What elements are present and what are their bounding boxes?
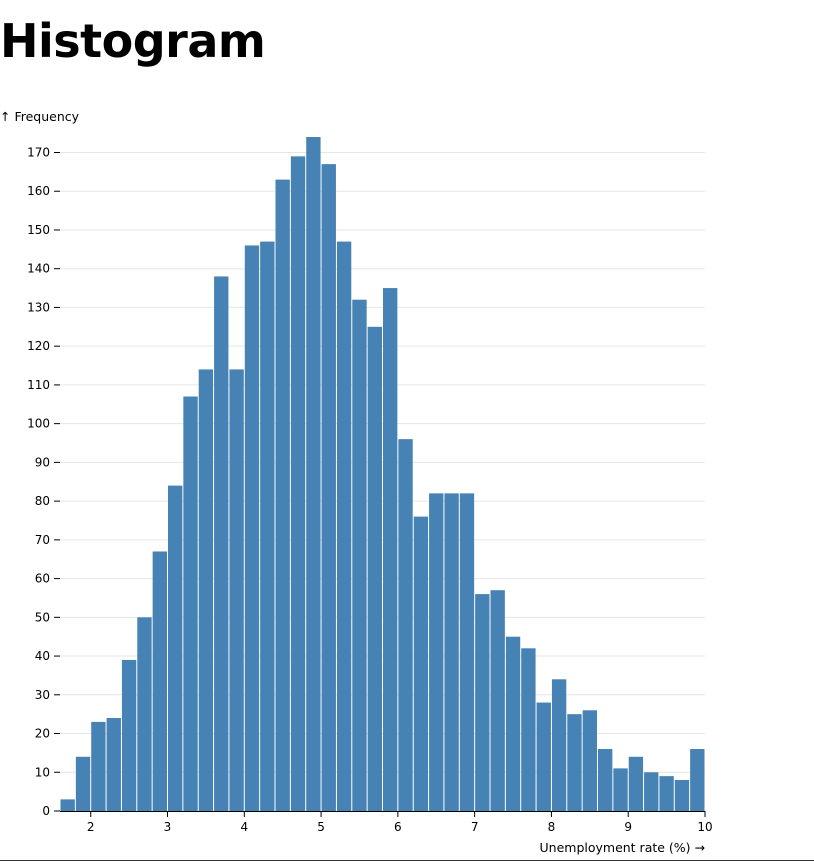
y-tick-label: 20 xyxy=(35,727,50,741)
histogram-bar xyxy=(106,718,121,811)
x-axis-label: Unemployment rate (%) → xyxy=(540,840,706,855)
histogram-bar xyxy=(475,594,490,811)
histogram-bar xyxy=(644,772,659,811)
histogram-bar xyxy=(75,756,91,811)
histogram-bar xyxy=(383,288,398,811)
histogram-bar xyxy=(505,636,521,811)
histogram-bar xyxy=(536,702,551,811)
histogram-bar xyxy=(352,299,367,811)
histogram-bar xyxy=(168,485,183,811)
histogram-bar xyxy=(551,679,567,811)
histogram-bar xyxy=(690,749,705,811)
histogram-bar xyxy=(91,721,106,811)
x-tick-label: 9 xyxy=(624,820,632,834)
histogram-bar xyxy=(229,369,244,811)
y-tick-label: 70 xyxy=(35,533,50,547)
y-tick-label: 160 xyxy=(27,184,50,198)
histogram-bar xyxy=(613,768,628,811)
x-tick-label: 5 xyxy=(317,820,325,834)
y-tick-label: 10 xyxy=(35,765,50,779)
y-tick-label: 100 xyxy=(27,417,50,431)
histogram-bar xyxy=(244,245,260,811)
page-title: Histogram xyxy=(0,14,266,68)
y-tick-label: 170 xyxy=(27,145,50,159)
histogram-bar xyxy=(336,241,352,812)
x-tick-label: 2 xyxy=(87,820,95,834)
histogram-bar xyxy=(598,749,613,811)
histogram-bar xyxy=(659,776,674,811)
histogram-bar xyxy=(490,590,505,811)
histogram-bar xyxy=(306,137,321,811)
y-tick-label: 0 xyxy=(42,804,50,818)
histogram-bar xyxy=(260,241,275,812)
x-tick-label: 7 xyxy=(471,820,479,834)
histogram-bar xyxy=(121,659,137,811)
y-tick-label: 130 xyxy=(27,300,50,314)
x-tick-label: 10 xyxy=(697,820,712,834)
grid-lines xyxy=(60,151,705,773)
x-tick-label: 4 xyxy=(240,820,248,834)
histogram-bar xyxy=(398,439,413,811)
histogram-bar xyxy=(290,156,306,812)
histogram-bar xyxy=(674,780,690,811)
y-tick-label: 90 xyxy=(35,455,50,469)
histogram-bar xyxy=(582,710,597,811)
y-tick-label: 50 xyxy=(35,610,50,624)
y-tick-label: 110 xyxy=(27,378,50,392)
histogram-bar xyxy=(214,276,229,812)
histogram-bar xyxy=(198,369,214,811)
y-axis: 0 10 20 30 40 50 60 70 80 90 100 110 120 130 140 150 160… xyxy=(27,145,60,818)
histogram-bar xyxy=(137,617,152,811)
y-tick-label: 120 xyxy=(27,339,50,353)
histogram-bar xyxy=(60,799,75,811)
histogram-bar xyxy=(521,648,536,811)
histogram-bar xyxy=(183,396,198,811)
histogram-bar xyxy=(429,493,444,811)
histogram-bar xyxy=(413,516,429,811)
y-tick-label: 40 xyxy=(35,649,50,663)
x-tick-label: 3 xyxy=(164,820,172,834)
x-tick-label: 8 xyxy=(548,820,556,834)
histogram-bar xyxy=(275,179,290,811)
histogram-bar xyxy=(152,551,167,811)
histogram-bar xyxy=(321,164,336,812)
histogram-bar xyxy=(367,326,382,811)
bottom-divider xyxy=(0,860,814,861)
y-tick-label: 80 xyxy=(35,494,50,508)
x-tick-label: 6 xyxy=(394,820,402,834)
histogram-bar xyxy=(444,493,459,811)
histogram-bar xyxy=(459,493,475,811)
y-tick-label: 30 xyxy=(35,688,50,702)
y-tick-label: 140 xyxy=(27,262,50,276)
histogram-bar xyxy=(567,714,582,811)
histogram-bars xyxy=(60,137,705,812)
y-tick-label: 60 xyxy=(35,572,50,586)
y-axis-label: ↑ Frequency xyxy=(0,109,80,124)
histogram-bar xyxy=(628,756,644,811)
y-tick-label: 150 xyxy=(27,223,50,237)
x-axis: 2 3 4 5 6 7 8 9 10 xyxy=(60,811,713,834)
